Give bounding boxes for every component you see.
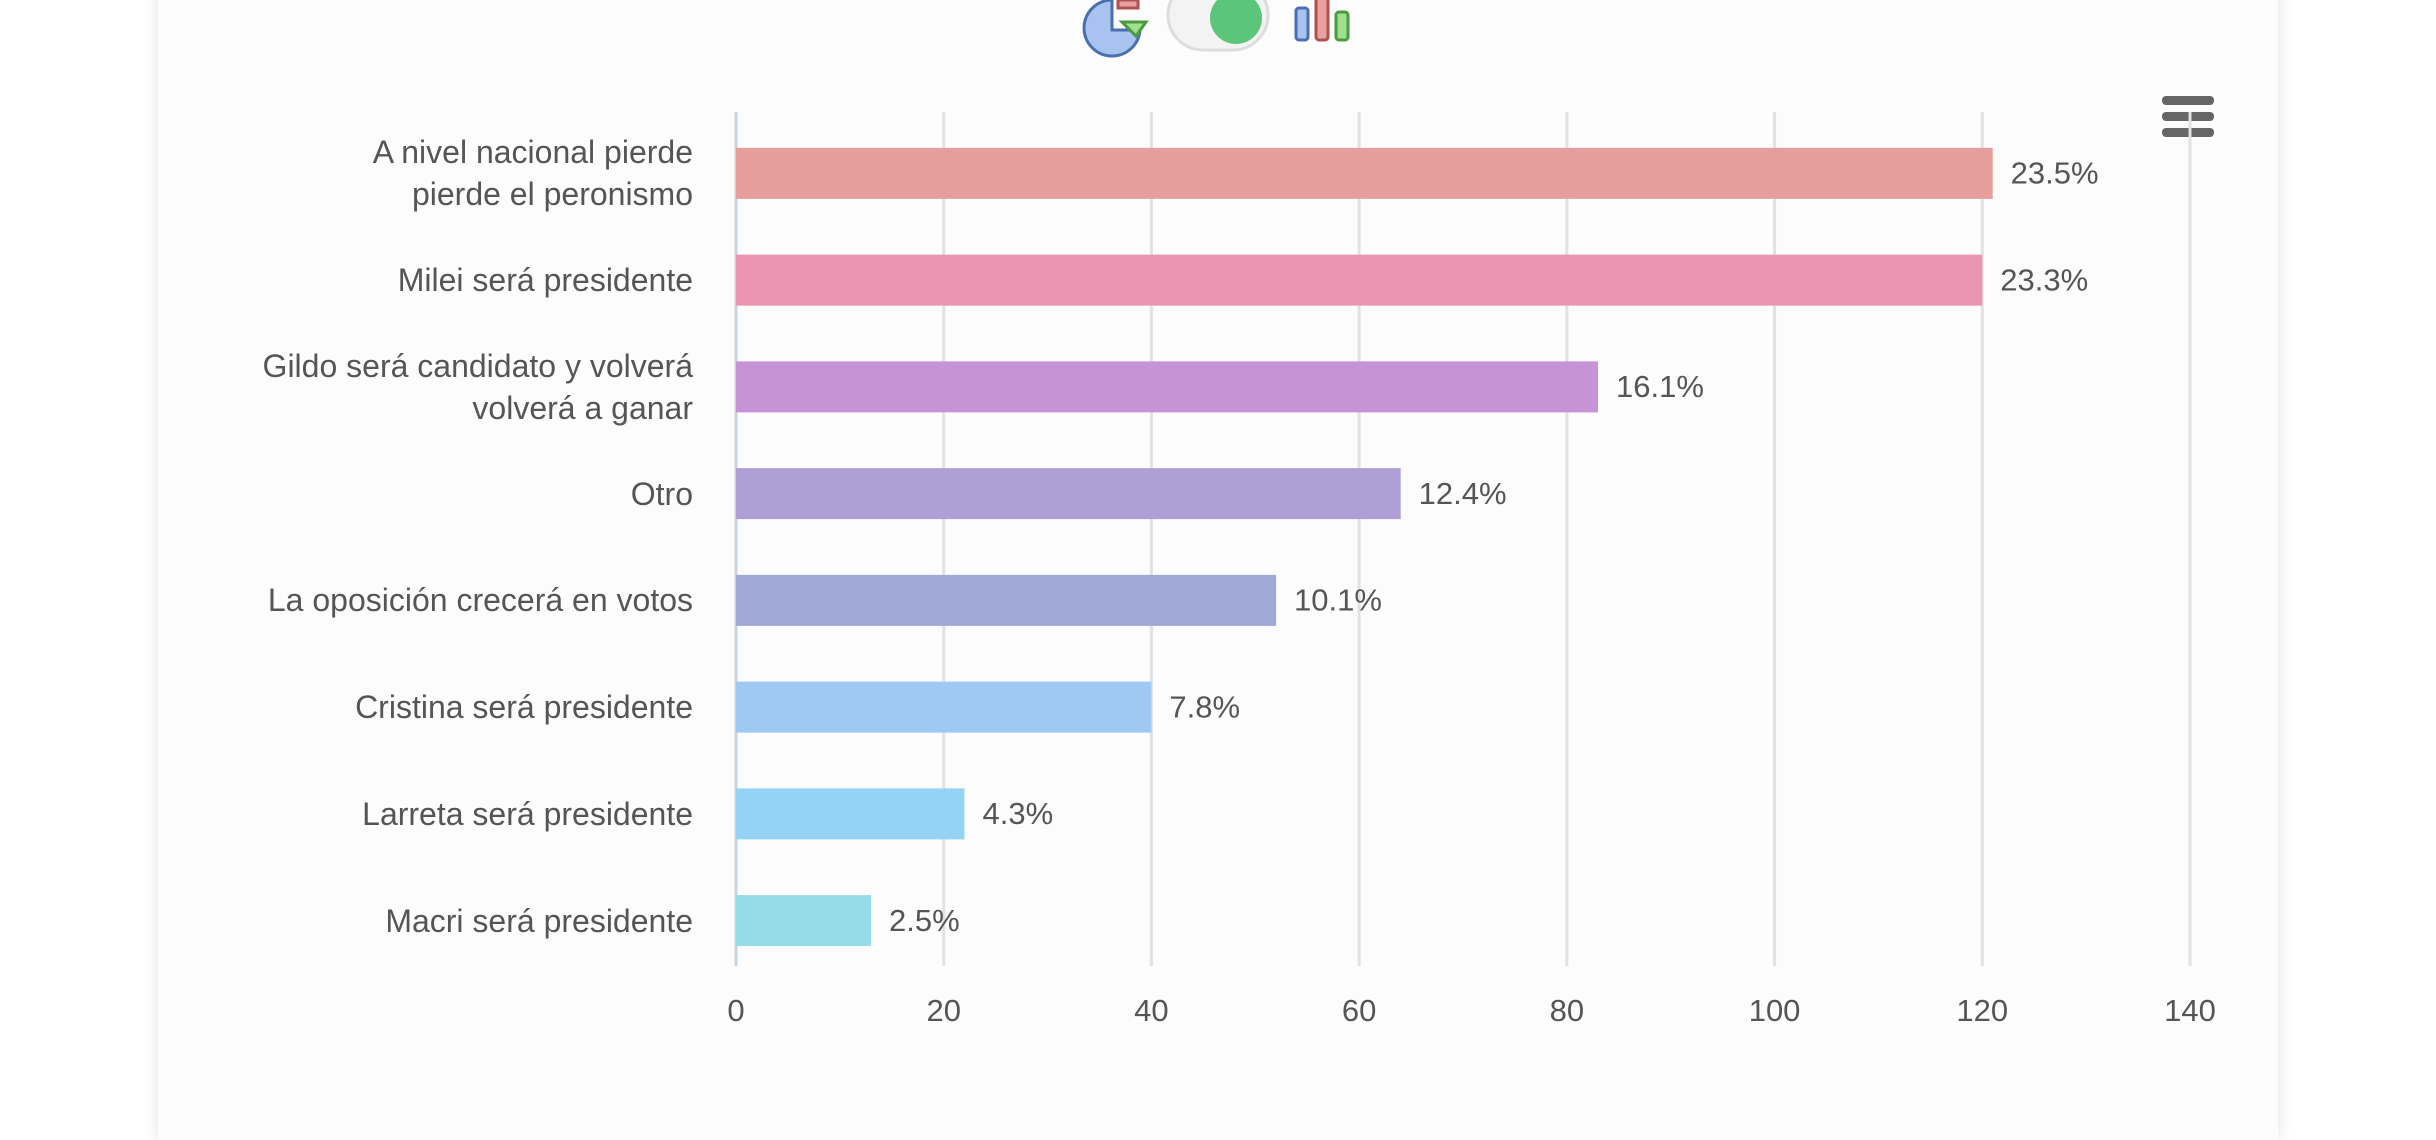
bar [736, 681, 1152, 733]
x-tick-label: 140 [2164, 993, 2216, 1028]
y-tick-label: Otro [630, 475, 693, 512]
y-tick-label: Larreta será presidente [362, 795, 693, 832]
bar [736, 895, 872, 947]
menu-line [2162, 128, 2214, 137]
x-tick-label: 80 [1550, 993, 1584, 1028]
data-label: 4.3% [982, 796, 1053, 831]
bar [736, 574, 1277, 626]
y-tick-label: Macri será presidente [385, 902, 693, 939]
pie-icon[interactable] [1082, 0, 1142, 58]
bar-icon-bar [1334, 10, 1350, 42]
pie-icon-slice [1116, 0, 1140, 10]
menu-line [2162, 112, 2214, 121]
bar [736, 361, 1599, 413]
bar [736, 254, 1983, 306]
bar-icon-bar [1314, 0, 1330, 42]
bar-icon[interactable] [1294, 6, 1310, 42]
x-tick-label: 60 [1342, 993, 1376, 1028]
y-tick-label: A nivel nacional pierde pierde el peroni… [372, 134, 693, 213]
bar [736, 147, 1993, 199]
data-label: 16.1% [1616, 369, 1704, 404]
data-label: 10.1% [1294, 583, 1382, 618]
x-tick-label: 0 [727, 993, 744, 1028]
y-tick-label: Cristina será presidente [355, 689, 693, 726]
bar [736, 468, 1401, 520]
toggle-knob [1210, 0, 1262, 44]
y-tick-label: La oposición crecerá en votos [267, 582, 693, 619]
data-label: 23.5% [2011, 156, 2099, 191]
x-tick-label: 120 [1956, 993, 2008, 1028]
data-label: 7.8% [1169, 689, 1240, 724]
y-tick-label: Gildo será candidato y volverá volverá a… [262, 347, 693, 426]
data-label: 12.4% [1419, 476, 1507, 511]
y-tick-label: Milei será presidente [397, 262, 693, 299]
pie-icon-slice [1118, 20, 1149, 39]
menu-button[interactable] [2162, 96, 2214, 137]
data-label: 2.5% [889, 903, 960, 938]
x-tick-label: 40 [1134, 993, 1168, 1028]
menu-line [2162, 96, 2214, 105]
x-tick-label: 20 [926, 993, 960, 1028]
bar [736, 788, 965, 840]
data-label: 23.3% [2000, 262, 2088, 297]
chart-type-switcher[interactable] [1082, 0, 1350, 58]
x-tick-label: 100 [1749, 993, 1801, 1028]
